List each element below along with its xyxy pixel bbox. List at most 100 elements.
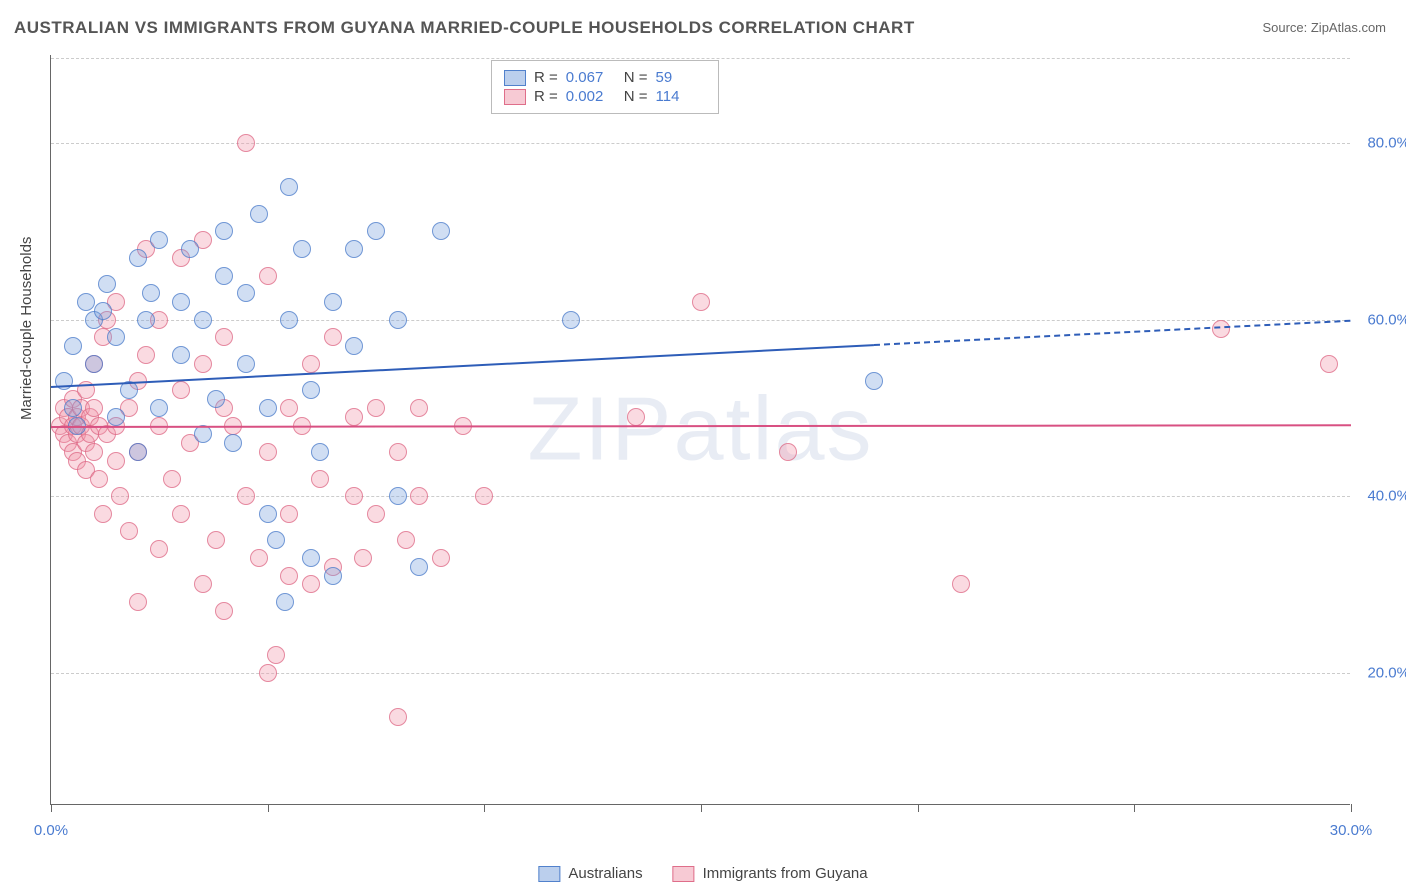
data-point xyxy=(194,355,212,373)
data-point xyxy=(311,443,329,461)
data-point xyxy=(389,708,407,726)
data-point xyxy=(194,311,212,329)
data-point xyxy=(237,284,255,302)
data-point xyxy=(207,390,225,408)
data-point xyxy=(150,399,168,417)
data-point xyxy=(779,443,797,461)
stat-n-label: N = xyxy=(624,69,648,86)
data-point xyxy=(276,593,294,611)
x-tick xyxy=(701,804,702,812)
legend-swatch xyxy=(504,89,526,105)
data-point xyxy=(865,372,883,390)
data-point xyxy=(237,134,255,152)
stat-n-value: 59 xyxy=(656,69,706,86)
data-point xyxy=(129,593,147,611)
data-point xyxy=(280,178,298,196)
data-point xyxy=(207,531,225,549)
legend-label: Australians xyxy=(568,865,642,882)
data-point xyxy=(137,311,155,329)
gridline xyxy=(51,58,1350,59)
data-point xyxy=(302,381,320,399)
data-point xyxy=(194,425,212,443)
data-point xyxy=(410,487,428,505)
data-point xyxy=(94,505,112,523)
data-point xyxy=(259,505,277,523)
data-point xyxy=(345,487,363,505)
data-point xyxy=(111,487,129,505)
chart-container: AUSTRALIAN VS IMMIGRANTS FROM GUYANA MAR… xyxy=(0,0,1406,892)
data-point xyxy=(367,399,385,417)
stat-r-value: 0.002 xyxy=(566,88,616,105)
data-point xyxy=(267,646,285,664)
watermark: ZIPatlas xyxy=(527,378,873,481)
data-point xyxy=(267,531,285,549)
legend-stats-box: R =0.067N =59R =0.002N =114 xyxy=(491,60,719,114)
data-point xyxy=(389,311,407,329)
data-point xyxy=(250,205,268,223)
data-point xyxy=(64,337,82,355)
x-tick xyxy=(1351,804,1352,812)
data-point xyxy=(172,505,190,523)
data-point xyxy=(367,222,385,240)
data-point xyxy=(280,505,298,523)
data-point xyxy=(64,399,82,417)
data-point xyxy=(692,293,710,311)
x-tick-label: 30.0% xyxy=(1330,822,1373,839)
legend-swatch xyxy=(504,70,526,86)
data-point xyxy=(94,302,112,320)
data-point xyxy=(259,399,277,417)
data-point xyxy=(77,293,95,311)
data-point xyxy=(172,381,190,399)
data-point xyxy=(367,505,385,523)
data-point xyxy=(324,567,342,585)
data-point xyxy=(120,522,138,540)
data-point xyxy=(250,549,268,567)
data-point xyxy=(98,275,116,293)
legend-swatch xyxy=(673,866,695,882)
data-point xyxy=(215,222,233,240)
y-tick-label: 60.0% xyxy=(1367,311,1406,328)
data-point xyxy=(129,249,147,267)
data-point xyxy=(324,328,342,346)
legend-swatch xyxy=(538,866,560,882)
stat-r-value: 0.067 xyxy=(566,69,616,86)
data-point xyxy=(345,240,363,258)
data-point xyxy=(354,549,372,567)
stat-n-label: N = xyxy=(624,88,648,105)
data-point xyxy=(215,328,233,346)
data-point xyxy=(55,372,73,390)
data-point xyxy=(85,355,103,373)
data-point xyxy=(302,575,320,593)
plot-area: ZIPatlas R =0.067N =59R =0.002N =114 20.… xyxy=(50,55,1350,805)
data-point xyxy=(163,470,181,488)
data-point xyxy=(389,443,407,461)
y-tick-label: 80.0% xyxy=(1367,135,1406,152)
data-point xyxy=(952,575,970,593)
data-point xyxy=(107,328,125,346)
data-point xyxy=(150,231,168,249)
data-point xyxy=(181,240,199,258)
x-tick xyxy=(51,804,52,812)
gridline xyxy=(51,320,1350,321)
data-point xyxy=(237,355,255,373)
data-point xyxy=(280,311,298,329)
data-point xyxy=(107,408,125,426)
legend-item: Immigrants from Guyana xyxy=(673,865,868,882)
bottom-legend: Australians Immigrants from Guyana xyxy=(538,865,867,882)
x-tick-label: 0.0% xyxy=(34,822,68,839)
data-point xyxy=(397,531,415,549)
data-point xyxy=(475,487,493,505)
data-point xyxy=(224,434,242,452)
data-point xyxy=(150,540,168,558)
data-point xyxy=(389,487,407,505)
x-tick xyxy=(268,804,269,812)
data-point xyxy=(345,408,363,426)
data-point xyxy=(237,487,255,505)
data-point xyxy=(194,575,212,593)
y-tick-label: 40.0% xyxy=(1367,488,1406,505)
legend-stat-row: R =0.002N =114 xyxy=(504,88,706,105)
data-point xyxy=(293,240,311,258)
stat-r-label: R = xyxy=(534,88,558,105)
data-point xyxy=(432,222,450,240)
x-tick xyxy=(918,804,919,812)
